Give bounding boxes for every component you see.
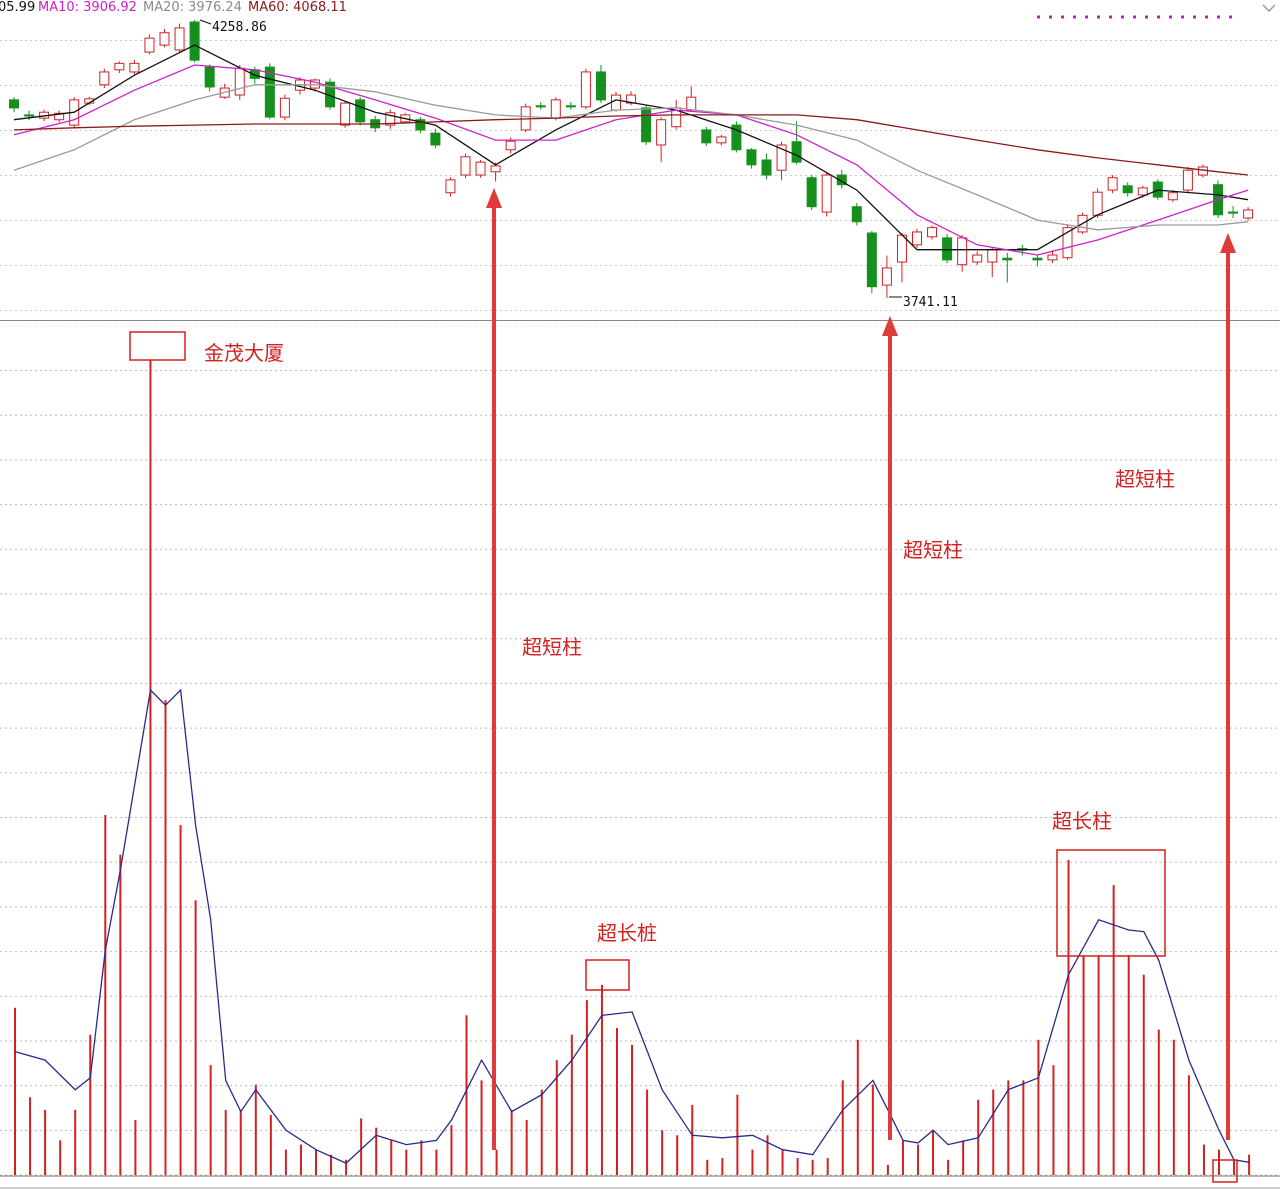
annotation: 超长柱 bbox=[1052, 809, 1112, 833]
candle-body bbox=[716, 136, 727, 144]
candle-body bbox=[550, 99, 561, 119]
volume-grid bbox=[0, 326, 1280, 1176]
candle-body bbox=[641, 107, 652, 143]
legend-entry: 05.99 bbox=[0, 0, 35, 15]
candle-body bbox=[355, 99, 366, 123]
candle-body bbox=[595, 71, 606, 101]
candle-body bbox=[1107, 177, 1118, 191]
high-label: 4258.86 bbox=[212, 20, 267, 35]
price-grid bbox=[0, 30, 1280, 315]
candle-body bbox=[279, 97, 290, 118]
candle-body bbox=[611, 94, 621, 111]
candle-body bbox=[9, 99, 19, 109]
line-series bbox=[13, 44, 1249, 251]
candle-body bbox=[385, 112, 396, 126]
candle-body bbox=[580, 71, 591, 108]
candle-body bbox=[791, 141, 802, 163]
candle-body bbox=[821, 174, 832, 213]
candle-body bbox=[927, 227, 938, 238]
candle-body bbox=[340, 102, 351, 126]
candle-body bbox=[881, 267, 892, 286]
candle-body bbox=[957, 237, 968, 266]
candle-body bbox=[746, 149, 757, 166]
candle-body bbox=[54, 112, 65, 121]
candle-body bbox=[912, 231, 922, 246]
candle-body bbox=[535, 105, 546, 108]
candle-body bbox=[144, 37, 155, 53]
candle-body bbox=[234, 67, 245, 96]
candle-body bbox=[776, 144, 787, 171]
candle-body bbox=[24, 114, 35, 117]
candle-body bbox=[851, 206, 862, 223]
candle-body bbox=[836, 174, 847, 186]
candle-body bbox=[972, 254, 983, 263]
arrow-head bbox=[1220, 233, 1236, 253]
collapse-icon[interactable] bbox=[1262, 4, 1276, 13]
high-pointer bbox=[199, 19, 212, 25]
annotation: 金茂大厦 bbox=[204, 341, 284, 365]
annotation: 超短柱 bbox=[903, 538, 963, 562]
candle-body bbox=[942, 237, 953, 261]
candle-body bbox=[656, 119, 667, 146]
highlight-box bbox=[585, 959, 630, 991]
highlight-box bbox=[1212, 1159, 1238, 1183]
candle-body bbox=[565, 105, 576, 108]
candle-body bbox=[430, 132, 441, 146]
arrow-head bbox=[486, 188, 502, 208]
candle-body bbox=[490, 165, 501, 173]
candle-body bbox=[731, 124, 742, 151]
candle-body bbox=[1228, 211, 1239, 214]
candle-body bbox=[1092, 191, 1103, 216]
candle-body bbox=[806, 177, 817, 208]
candle-body bbox=[264, 66, 275, 118]
candle-body bbox=[114, 62, 125, 71]
annotation: 超长桩 bbox=[597, 921, 657, 945]
candle-body bbox=[174, 27, 185, 51]
candle-body bbox=[159, 32, 170, 46]
candle-body bbox=[686, 96, 697, 111]
low-label: 3741.11 bbox=[903, 295, 958, 310]
candle-body bbox=[1047, 254, 1058, 261]
candle-body bbox=[460, 156, 471, 176]
candle-body bbox=[1032, 257, 1043, 261]
candle-body bbox=[701, 129, 712, 144]
candle-body bbox=[204, 66, 215, 88]
line-series bbox=[13, 84, 1249, 231]
candle-body bbox=[1062, 227, 1073, 259]
candle-body bbox=[1122, 185, 1133, 194]
line-series bbox=[13, 114, 1249, 176]
candle-body bbox=[129, 62, 140, 73]
candle-body bbox=[505, 140, 516, 151]
candle-body bbox=[866, 232, 877, 288]
candle-body bbox=[1182, 169, 1193, 191]
candle-body bbox=[1243, 209, 1254, 219]
candle-body bbox=[896, 234, 907, 263]
candle-body bbox=[1002, 257, 1013, 261]
annotation: 超短柱 bbox=[522, 635, 582, 659]
annotation: 超短柱 bbox=[1115, 467, 1175, 491]
legend-entry: MA60: 4068.11 bbox=[248, 0, 347, 15]
line-series bbox=[14, 688, 1250, 1164]
candle-body bbox=[987, 249, 998, 263]
candle-body bbox=[1137, 187, 1148, 196]
candle-body bbox=[1167, 192, 1178, 201]
legend-entry: MA10: 3906.92 bbox=[38, 0, 137, 15]
candle-body bbox=[445, 179, 456, 194]
highlight-box bbox=[129, 331, 186, 361]
legend-entry: MA20: 3976.24 bbox=[143, 0, 242, 15]
candle-body bbox=[99, 71, 110, 86]
candle-body bbox=[475, 161, 486, 176]
candle-body bbox=[189, 21, 200, 61]
highlight-box bbox=[1056, 849, 1166, 957]
annotations: 金茂大厦 超短柱 超长桩 超短柱 超短柱 超长柱 bbox=[129, 188, 1238, 1183]
candle-body bbox=[415, 119, 426, 131]
candle-body bbox=[761, 159, 772, 176]
arrow-head bbox=[882, 316, 898, 336]
